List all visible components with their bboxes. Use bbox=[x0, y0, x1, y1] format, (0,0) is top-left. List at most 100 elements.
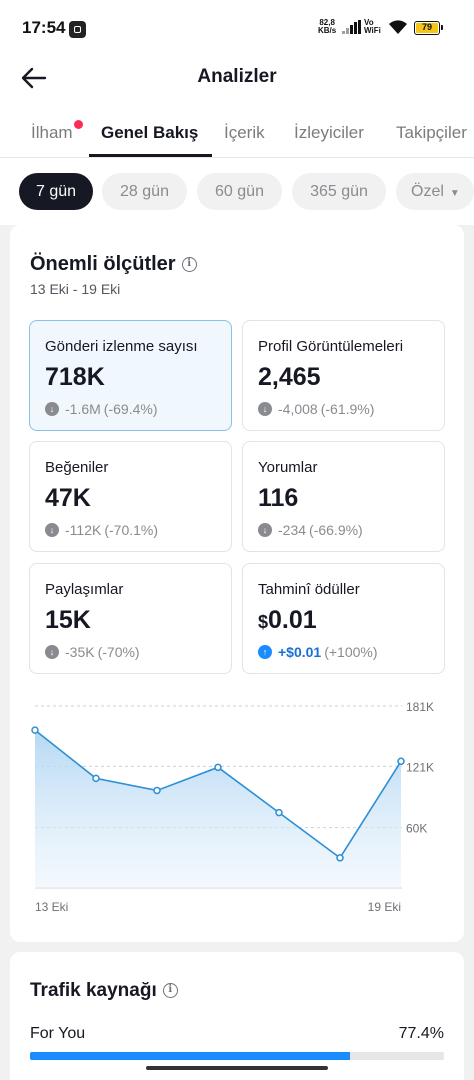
vo-label: Vo bbox=[364, 18, 374, 27]
metric-delta: ↓ -4,008 (-61.9%) bbox=[258, 401, 374, 417]
arrow-down-icon: ↓ bbox=[258, 402, 272, 416]
arrow-down-icon: ↓ bbox=[45, 402, 59, 416]
delta-percent: (-66.9%) bbox=[309, 522, 363, 538]
vowifi-icon: Vo WiFi bbox=[364, 19, 381, 35]
metric-delta: ↓ -112K (-70.1%) bbox=[45, 522, 158, 538]
metric-value: 47K bbox=[45, 484, 91, 512]
metric-delta: ↓ -35K (-70%) bbox=[45, 644, 140, 660]
data-point bbox=[31, 726, 39, 734]
delta-value: +$0.01 bbox=[278, 644, 322, 660]
filter-custom[interactable]: Özel ▼ bbox=[396, 173, 474, 210]
key-metrics-heading: Önemli ölçütler i bbox=[30, 253, 197, 276]
metric-value: 15K bbox=[45, 606, 91, 634]
filter-365-days[interactable]: 365 gün bbox=[292, 173, 386, 210]
traffic-source-label: For You bbox=[30, 1025, 86, 1042]
traffic-title: Trafik kaynağı bbox=[30, 980, 157, 1001]
metric-delta: ↓ -1.6M (-69.4%) bbox=[45, 401, 157, 417]
analytics-tabs: İlham Genel Bakış İçerik İzleyiciler Tak… bbox=[0, 100, 474, 158]
date-filter-bar: 7 gün 28 gün 60 gün 365 gün Özel ▼ bbox=[0, 158, 474, 225]
tab-content[interactable]: İçerik bbox=[224, 123, 265, 142]
delta-value: -1.6M bbox=[65, 401, 101, 417]
arrow-up-icon: ↑ bbox=[258, 645, 272, 659]
traffic-heading: Trafik kaynağı i bbox=[30, 980, 178, 1002]
metric-label: Paylaşımlar bbox=[45, 581, 124, 598]
key-metrics-title: Önemli ölçütler bbox=[30, 253, 176, 275]
views-trend-chart[interactable]: 181K 121K 60K 13 Eki 19 Eki bbox=[10, 695, 464, 925]
x-tick-label: 19 Eki bbox=[368, 900, 401, 914]
network-speed-value: 82,8 bbox=[319, 18, 335, 27]
data-point bbox=[214, 763, 222, 772]
tab-overview[interactable]: Genel Bakış bbox=[101, 123, 199, 142]
metric-value: 116 bbox=[258, 484, 299, 512]
signal-icon bbox=[342, 20, 361, 34]
data-point bbox=[275, 808, 283, 817]
home-indicator bbox=[146, 1066, 328, 1070]
metric-amount: 0.01 bbox=[268, 606, 317, 634]
wifi-icon bbox=[389, 20, 407, 34]
currency-symbol: $ bbox=[258, 612, 269, 632]
y-tick-label: 181K bbox=[406, 700, 434, 714]
tab-viewers[interactable]: İzleyiciler bbox=[294, 123, 364, 142]
network-speed: 82,8 KB/s bbox=[318, 19, 336, 35]
page-title: Analizler bbox=[197, 66, 277, 87]
status-bar: 17:54 82,8 KB/s Vo WiFi 79 bbox=[0, 0, 474, 56]
filter-7-days[interactable]: 7 gün bbox=[19, 173, 93, 210]
metric-post-views[interactable]: Gönderi izlenme sayısı 718K ↓ -1.6M (-69.… bbox=[29, 320, 232, 431]
metric-label: Gönderi izlenme sayısı bbox=[45, 338, 198, 355]
delta-percent: (-61.9%) bbox=[320, 401, 375, 417]
metric-label: Beğeniler bbox=[45, 459, 109, 476]
metric-value: $0.01 bbox=[258, 606, 317, 635]
traffic-source-percent: 77.4% bbox=[398, 1025, 444, 1042]
battery-icon: 79 bbox=[414, 21, 443, 35]
delta-percent: (-70.1%) bbox=[104, 522, 159, 538]
data-point bbox=[92, 774, 100, 783]
arrow-down-icon: ↓ bbox=[258, 523, 272, 537]
arrow-down-icon: ↓ bbox=[45, 523, 59, 537]
tab-inspiration[interactable]: İlham bbox=[31, 120, 83, 143]
tab-followers[interactable]: Takipçiler bbox=[396, 123, 467, 142]
network-speed-unit: KB/s bbox=[318, 26, 337, 35]
info-icon[interactable]: i bbox=[162, 983, 178, 999]
metric-likes[interactable]: Beğeniler 47K ↓ -112K (-70.1%) bbox=[29, 441, 232, 552]
traffic-source-bar-fill bbox=[30, 1052, 351, 1060]
tab-label: İlham bbox=[31, 123, 73, 142]
series-area bbox=[35, 730, 401, 888]
delta-value: -112K bbox=[65, 522, 102, 538]
arrow-down-icon: ↓ bbox=[45, 645, 59, 659]
caret-down-icon: ▼ bbox=[449, 188, 460, 199]
wifi-label: WiFi bbox=[364, 26, 381, 35]
status-time: 17:54 bbox=[22, 18, 66, 37]
traffic-source-card: Trafik kaynağı i For You 77.4% bbox=[10, 952, 464, 1080]
filter-custom-label: Özel bbox=[411, 183, 444, 200]
metric-profile-views[interactable]: Profil Görüntülemeleri 2,465 ↓ -4,008 (-6… bbox=[242, 320, 445, 431]
key-metrics-card: Önemli ölçütler i 13 Eki - 19 Eki Gönderi… bbox=[10, 225, 464, 942]
date-range: 13 Eki - 19 Eki bbox=[30, 281, 121, 297]
delta-percent: (-70%) bbox=[97, 644, 140, 660]
delta-percent: (-69.4%) bbox=[103, 401, 158, 417]
battery-level: 79 bbox=[416, 23, 438, 33]
x-tick-label: 13 Eki bbox=[35, 900, 68, 914]
metric-value: 2,465 bbox=[258, 363, 321, 391]
app-header: Analizler bbox=[0, 56, 474, 100]
metric-shares[interactable]: Paylaşımlar 15K ↓ -35K (-70%) bbox=[29, 563, 232, 674]
data-point bbox=[397, 757, 405, 766]
y-tick-label: 60K bbox=[406, 822, 427, 836]
back-arrow-icon[interactable] bbox=[18, 62, 50, 94]
app-notification-icon bbox=[69, 21, 86, 38]
active-tab-indicator bbox=[89, 154, 212, 157]
delta-value: -4,008 bbox=[278, 401, 318, 417]
metric-value: 718K bbox=[45, 363, 105, 391]
metric-label: Profil Görüntülemeleri bbox=[258, 338, 404, 355]
filter-60-days[interactable]: 60 gün bbox=[197, 173, 282, 210]
delta-value: -234 bbox=[278, 522, 307, 538]
metric-label: Tahminî ödüller bbox=[258, 581, 360, 598]
filter-28-days[interactable]: 28 gün bbox=[102, 173, 187, 210]
metric-delta: ↓ -234 (-66.9%) bbox=[258, 522, 363, 538]
data-point bbox=[153, 786, 161, 795]
delta-percent: (+100%) bbox=[324, 644, 378, 660]
metric-delta: ↑ +$0.01 (+100%) bbox=[258, 644, 378, 660]
info-icon[interactable]: i bbox=[181, 257, 197, 273]
notification-dot bbox=[73, 120, 83, 129]
metric-comments[interactable]: Yorumlar 116 ↓ -234 (-66.9%) bbox=[242, 441, 445, 552]
metric-estimated-rewards[interactable]: Tahminî ödüller $0.01 ↑ +$0.01 (+100%) bbox=[242, 563, 445, 674]
